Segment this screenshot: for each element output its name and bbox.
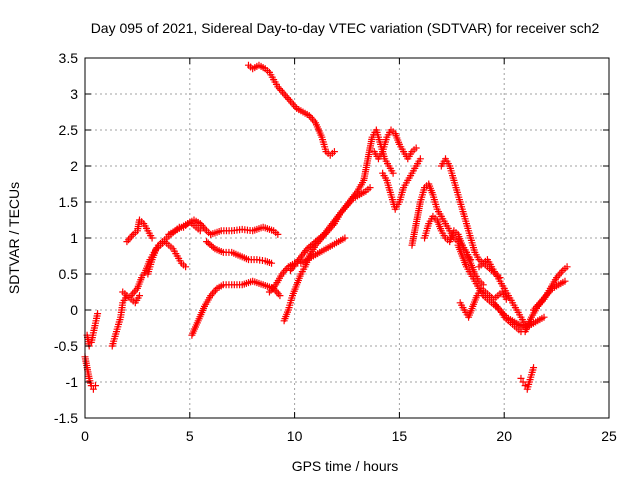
x-tick-label: 25 — [601, 428, 617, 444]
data-point — [517, 374, 525, 382]
y-tick-label: -1 — [66, 374, 79, 390]
data-point — [561, 277, 569, 285]
y-tick-label: 1.5 — [59, 194, 79, 210]
data-point — [502, 295, 510, 303]
data-point — [389, 169, 397, 177]
y-tick-label: 2.5 — [59, 122, 79, 138]
data-point — [91, 382, 99, 390]
y-axis-ticks: -1.5 -1 -0.5 0 0.5 1 1.5 2 2.5 3 3.5 — [54, 50, 609, 426]
x-tick-label: 5 — [186, 428, 194, 444]
y-tick-label: 0.5 — [59, 266, 79, 282]
y-axis-label: SDTVAR / TECUs — [6, 182, 22, 294]
data-point — [519, 378, 527, 386]
y-tick-label: 1 — [70, 230, 78, 246]
data-point — [530, 364, 538, 372]
y-tick-label: 2 — [70, 158, 78, 174]
data-points — [81, 61, 571, 393]
x-tick-label: 0 — [81, 428, 89, 444]
data-point — [209, 243, 217, 251]
data-point — [276, 292, 284, 300]
data-point — [94, 310, 102, 318]
y-tick-label: -1.5 — [54, 410, 78, 426]
data-point — [540, 313, 548, 321]
data-point — [148, 234, 156, 242]
y-tick-label: 3.5 — [59, 50, 79, 66]
data-point — [412, 144, 420, 152]
y-tick-label: 3 — [70, 86, 78, 102]
x-tick-label: 20 — [496, 428, 512, 444]
data-point — [366, 184, 374, 192]
data-point — [341, 234, 349, 242]
data-point — [330, 148, 338, 156]
data-point — [268, 259, 276, 267]
x-axis-label: GPS time / hours — [292, 458, 399, 474]
data-point — [563, 263, 571, 271]
data-point — [89, 385, 97, 393]
data-point — [196, 227, 204, 235]
data-point — [318, 232, 326, 240]
x-axis-ticks: 0 5 10 15 20 25 — [81, 58, 617, 444]
chart-title: Day 095 of 2021, Sidereal Day-to-day VTE… — [91, 20, 600, 36]
data-point — [416, 155, 424, 163]
data-point — [135, 292, 143, 300]
data-point — [182, 263, 190, 271]
x-tick-label: 15 — [392, 428, 408, 444]
y-tick-label: -0.5 — [54, 338, 78, 354]
y-tick-label: 0 — [70, 302, 78, 318]
x-tick-label: 10 — [287, 428, 303, 444]
data-point — [274, 230, 282, 238]
